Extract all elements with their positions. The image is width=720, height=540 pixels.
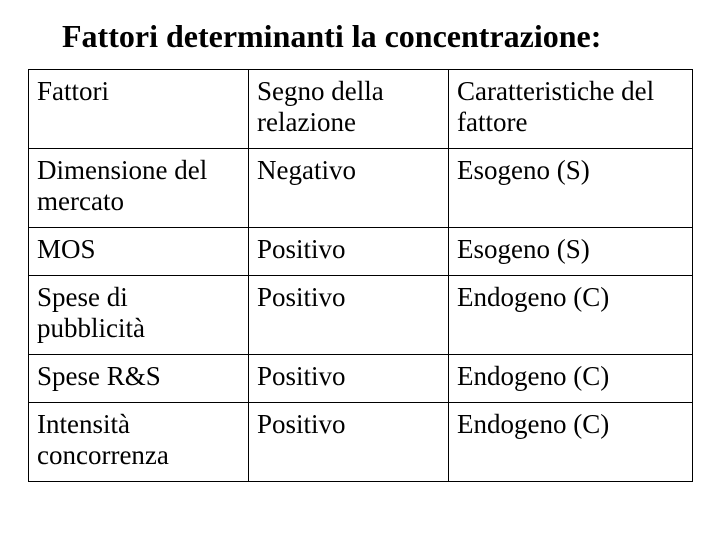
cell-caratt: Esogeno (S) <box>449 149 693 228</box>
cell-caratt: Esogeno (S) <box>449 228 693 276</box>
slide-page: Fattori determinanti la concentrazione: … <box>0 0 720 540</box>
cell-caratt: Endogeno (C) <box>449 403 693 482</box>
cell-fattore: Dimensione del mercato <box>29 149 249 228</box>
table-row: Dimensione del mercato Negativo Esogeno … <box>29 149 693 228</box>
cell-fattore: MOS <box>29 228 249 276</box>
cell-fattore: Intensità concorrenza <box>29 403 249 482</box>
cell-caratt: Endogeno (C) <box>449 355 693 403</box>
cell-caratt: Endogeno (C) <box>449 276 693 355</box>
cell-segno: Positivo <box>249 403 449 482</box>
factors-table: Fattori Segno della relazione Caratteris… <box>28 69 693 482</box>
table-row: Intensità concorrenza Positivo Endogeno … <box>29 403 693 482</box>
cell-segno: Positivo <box>249 228 449 276</box>
col-header-caratt: Caratteristiche del fattore <box>449 70 693 149</box>
table-row: Spese di pubblicità Positivo Endogeno (C… <box>29 276 693 355</box>
col-header-segno: Segno della relazione <box>249 70 449 149</box>
cell-segno: Positivo <box>249 355 449 403</box>
cell-fattore: Spese di pubblicità <box>29 276 249 355</box>
page-title: Fattori determinanti la concentrazione: <box>62 18 692 55</box>
cell-fattore: Spese R&S <box>29 355 249 403</box>
table-row: Spese R&S Positivo Endogeno (C) <box>29 355 693 403</box>
cell-segno: Positivo <box>249 276 449 355</box>
cell-segno: Negativo <box>249 149 449 228</box>
table-header-row: Fattori Segno della relazione Caratteris… <box>29 70 693 149</box>
table-row: MOS Positivo Esogeno (S) <box>29 228 693 276</box>
col-header-fattori: Fattori <box>29 70 249 149</box>
